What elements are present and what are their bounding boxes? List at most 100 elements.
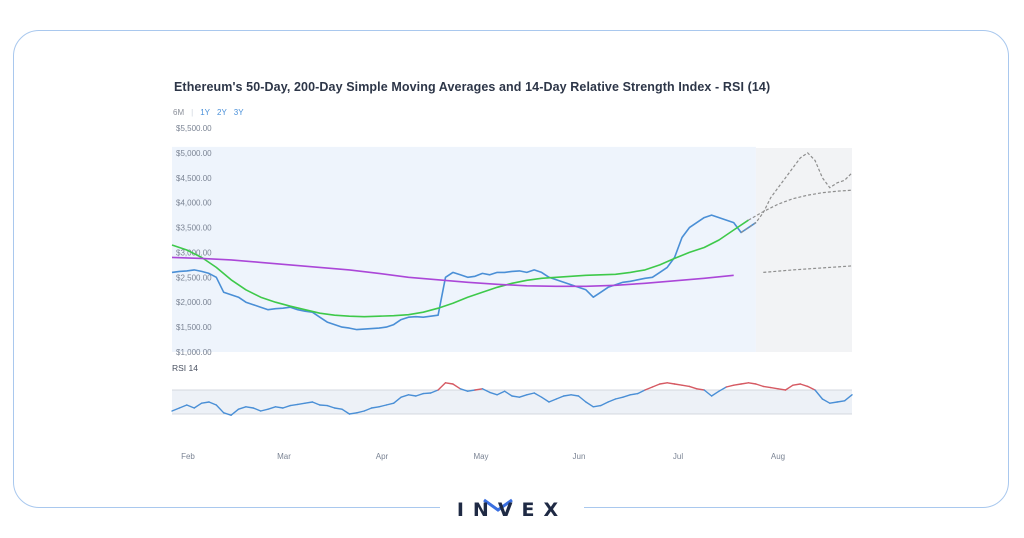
range-selector: 6M | 1Y 2Y 3Y [173,108,251,117]
rsi-segment [474,388,484,391]
rsi-segment [467,389,476,392]
rsi-segment [304,401,314,404]
rsi-segment [829,401,838,404]
logo-chevron-icon [483,498,513,512]
rsi-segment [607,398,617,403]
price-history-area [172,146,756,352]
rsi-segment [629,392,639,396]
rsi-segment [622,394,631,398]
rsi-segment [577,395,587,403]
x-tick-label: May [473,452,488,461]
x-tick-label: Mar [277,452,291,461]
rsi-segment [363,407,373,412]
rsi-segment [600,401,609,407]
rsi-segment [762,385,772,389]
price-tick-label: $4,500.00 [176,174,212,183]
rsi-segment [311,401,321,406]
price-tick-label: $2,000.00 [176,298,212,307]
rsi-segment [252,407,262,412]
rsi-segment [193,402,203,409]
forecast-series-line [740,152,853,234]
price-tick-label: $2,500.00 [176,273,212,282]
rsi-segment [710,390,720,397]
rsi-segment [681,384,691,388]
brand-name: INVEX [456,499,568,521]
rsi-segment [770,386,779,390]
rsi-segment [733,383,742,386]
rsi-segment [792,383,801,386]
forecast-series-line [748,189,853,221]
rsi-segment [230,408,240,416]
rsi-segment [430,389,439,394]
rsi-segment [673,383,683,386]
rsi-segment [186,404,195,409]
rsi-segment [437,382,447,391]
rsi-segment [326,404,336,409]
rsi-segment [836,400,846,403]
rsi-segment [563,394,572,397]
rsi-segment [237,406,247,410]
rsi-segment [718,386,727,392]
rsi-segment [489,391,498,396]
range-button-3y[interactable]: 3Y [233,108,244,117]
rsi-segment [297,402,306,406]
range-button-2y[interactable]: 2Y [217,108,227,117]
rsi-segment [496,390,506,396]
rsi-segment [688,385,698,390]
rsi-segment [540,396,550,403]
rsi-segment [644,386,654,391]
range-button-1y[interactable]: 1Y [200,108,210,117]
rsi-segment [267,406,277,410]
x-tick-label: Feb [181,452,195,461]
rsi-segment [784,384,794,391]
rsi-segment [341,408,351,415]
rsi-segment [592,404,602,408]
rsi-segment [821,398,831,404]
rsi-segment [843,394,853,402]
rsi-segment [614,396,624,400]
rsi-segment [393,396,402,404]
price-tick-label: $1,500.00 [176,323,212,332]
rsi-segment [755,383,764,388]
x-tick-label: Apr [376,452,389,461]
rsi-band [172,390,852,414]
rsi-segment [422,392,432,395]
price-tick-label: $5,500.00 [176,124,212,133]
x-tick-label: Aug [771,452,785,461]
rsi-segment [452,383,461,390]
brand-logo: INVEX [440,496,584,528]
rsi-segment [348,412,358,415]
range-separator: | [191,108,194,117]
rsi-segment [407,394,417,397]
rsi-segment [548,398,557,403]
rsi-segment [222,412,232,416]
rsi-segment [356,410,365,414]
rsi-segment [585,401,594,408]
rsi-label: RSI 14 [172,363,198,373]
rsi-segment [503,390,513,397]
rsi-segment [415,392,424,397]
rsi-segment [807,385,816,391]
rsi-segment [260,408,269,412]
price-series-line [171,256,734,288]
rsi-segment [215,404,225,414]
rsi-segment [459,388,469,392]
rsi-segment [518,394,528,398]
rsi-segment [533,392,543,398]
rsi-segment [740,382,750,385]
rsi-segment [378,404,387,408]
rsi-segment [747,382,757,385]
rsi-segment [178,404,188,409]
rsi-segment [444,382,454,385]
rsi-segment [171,407,181,412]
rsi-segment [814,389,824,400]
price-tick-label: $3,500.00 [176,224,212,233]
x-tick-label: Jul [673,452,683,461]
rsi-segment [555,395,565,400]
price-series-line [171,219,749,318]
rsi-segment [385,402,395,406]
x-tick-label: Jun [573,452,586,461]
range-button-6m[interactable]: 6M [173,108,185,117]
rsi-segment [400,394,410,398]
